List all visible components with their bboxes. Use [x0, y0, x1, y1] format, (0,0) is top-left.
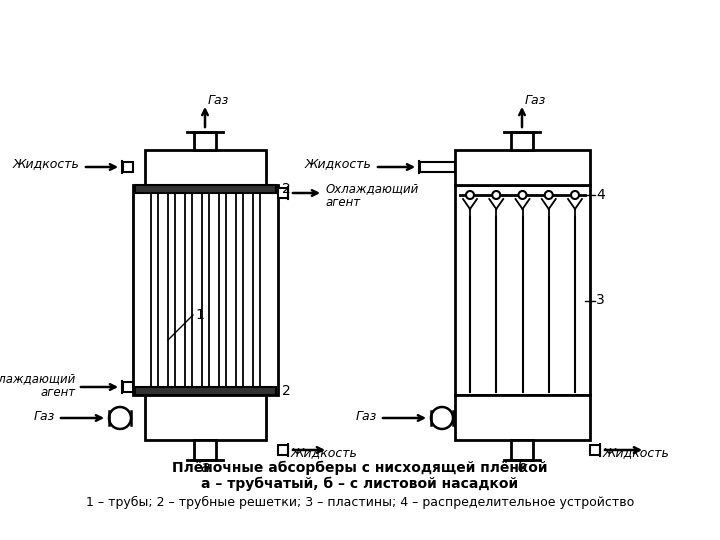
Bar [145, 150, 266, 185]
Bar [135, 185, 276, 193]
Text: Плёночные абсорберы с нисходящей плёнкой: Плёночные абсорберы с нисходящей плёнкой [172, 461, 548, 475]
Bar [194, 440, 216, 460]
Text: Охлаждающий: Охлаждающий [0, 373, 76, 386]
Text: а – трубчатый, б – с листовой насадкой: а – трубчатый, б – с листовой насадкой [202, 477, 518, 491]
Text: 2: 2 [282, 384, 291, 398]
Text: Газ: Газ [34, 409, 55, 422]
Text: агент: агент [326, 197, 361, 210]
Bar [455, 150, 590, 185]
Text: Охлаждающий: Охлаждающий [326, 183, 419, 195]
Text: 3: 3 [596, 294, 605, 307]
Circle shape [545, 191, 553, 199]
Bar [123, 382, 133, 392]
Bar [133, 185, 278, 395]
Text: а: а [200, 461, 210, 476]
Bar [590, 445, 600, 455]
Bar [420, 162, 455, 172]
Circle shape [571, 191, 579, 199]
Bar [123, 162, 133, 172]
Bar [455, 185, 590, 395]
Text: 4: 4 [596, 188, 605, 202]
Bar [278, 188, 288, 198]
Text: Жидкость: Жидкость [13, 158, 80, 171]
Bar [135, 387, 276, 395]
Text: Газ: Газ [356, 409, 377, 422]
Text: Газ: Газ [208, 93, 229, 106]
Text: Газ: Газ [525, 93, 546, 106]
Bar [278, 445, 288, 455]
Bar [145, 395, 266, 440]
Circle shape [518, 191, 526, 199]
Text: 2: 2 [282, 182, 291, 196]
Bar [511, 440, 533, 460]
Text: Жидкость: Жидкость [305, 158, 372, 171]
Text: Жидкость: Жидкость [603, 447, 670, 460]
Text: б: б [517, 461, 527, 476]
Bar [455, 395, 590, 440]
Text: 1: 1 [195, 308, 204, 322]
Bar [511, 132, 533, 150]
Text: 1 – трубы; 2 – трубные решетки; 3 – пластины; 4 – распределительное устройство: 1 – трубы; 2 – трубные решетки; 3 – плас… [86, 496, 634, 509]
Circle shape [492, 191, 500, 199]
Bar [194, 132, 216, 150]
Text: агент: агент [41, 387, 76, 400]
Circle shape [109, 407, 131, 429]
Circle shape [466, 191, 474, 199]
Circle shape [431, 407, 453, 429]
Text: Жидкость: Жидкость [291, 447, 358, 460]
